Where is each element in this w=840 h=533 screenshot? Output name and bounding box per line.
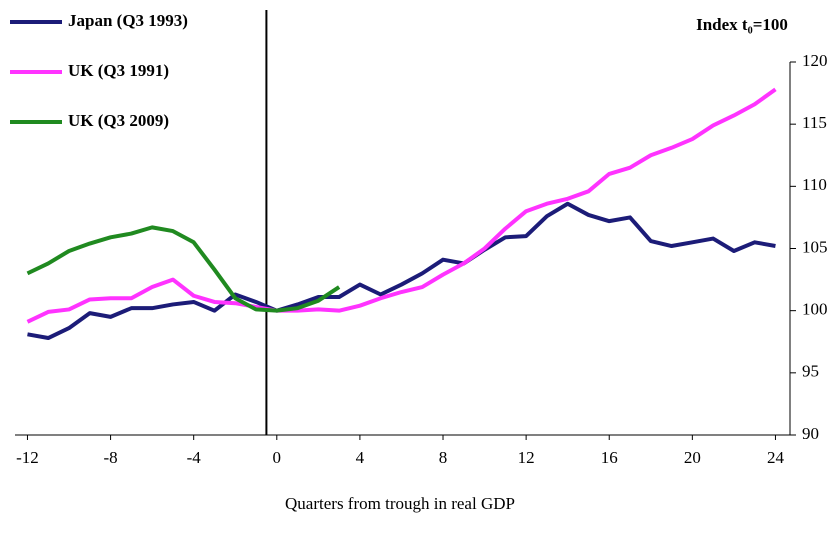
y-tick-label: 100	[802, 300, 828, 319]
x-axis-label: Quarters from trough in real GDP	[285, 494, 515, 513]
x-tick-label: -12	[16, 448, 39, 467]
x-tick-label: 24	[767, 448, 785, 467]
y-tick-label: 90	[802, 424, 819, 443]
x-tick-label: 8	[439, 448, 448, 467]
y-tick-label: 105	[802, 237, 828, 256]
y-tick-label: 115	[802, 113, 827, 132]
x-tick-label: 0	[273, 448, 282, 467]
y-axis-label: Index t₀=100	[696, 15, 788, 34]
x-tick-label: 16	[601, 448, 618, 467]
y-tick-label: 120	[802, 51, 828, 70]
x-tick-label: 4	[356, 448, 365, 467]
x-tick-label: 20	[684, 448, 701, 467]
y-tick-label: 95	[802, 362, 819, 381]
x-tick-label: -8	[103, 448, 117, 467]
legend-label: UK (Q3 2009)	[68, 111, 169, 130]
x-tick-label: -4	[187, 448, 202, 467]
legend-label: Japan (Q3 1993)	[68, 11, 188, 30]
legend-label: UK (Q3 1991)	[68, 61, 169, 80]
series-line	[27, 201, 776, 341]
x-tick-label: 12	[518, 448, 535, 467]
y-tick-label: 110	[802, 175, 827, 194]
series-line	[26, 87, 777, 324]
series-line	[26, 225, 341, 313]
